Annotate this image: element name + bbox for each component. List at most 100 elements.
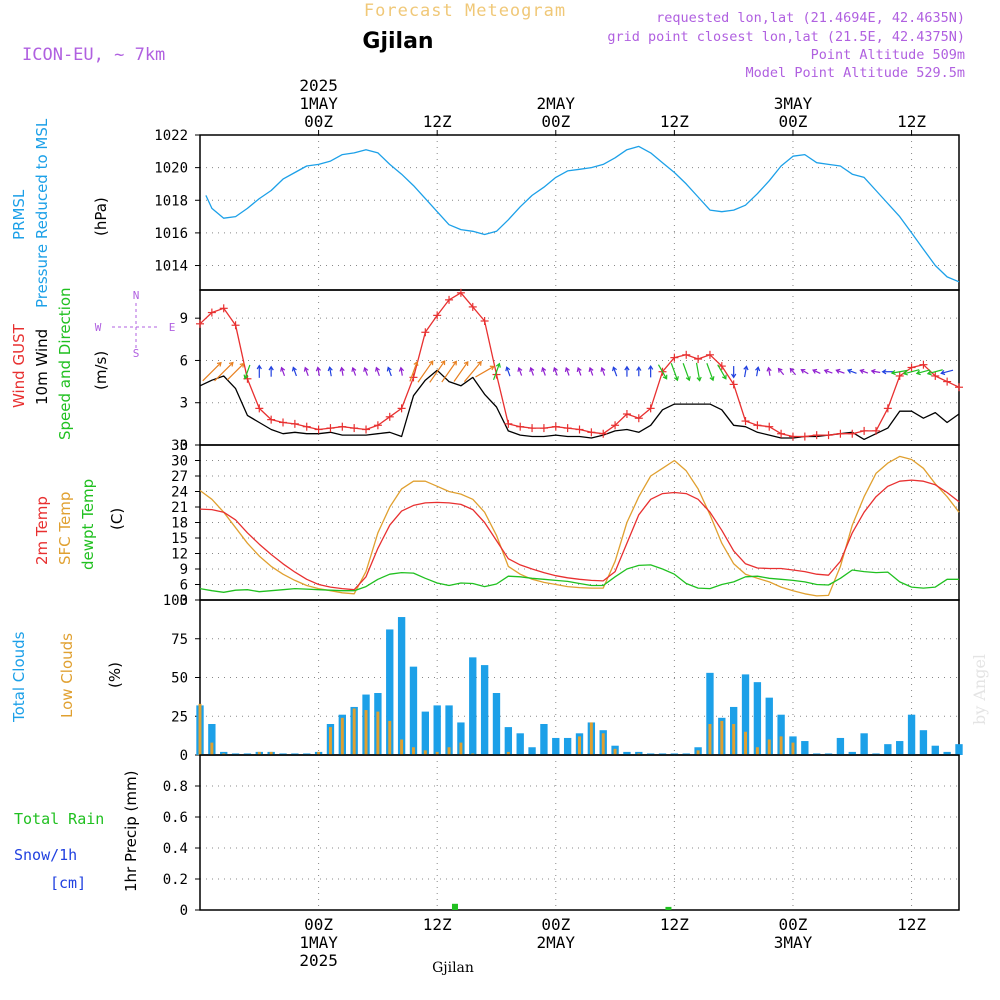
- temperature-ytick-label: 12: [171, 547, 188, 563]
- gust-marker: [741, 417, 750, 426]
- total-cloud-bar: [243, 753, 252, 755]
- requested-coords: requested lon,lat (21.4694E, 42.4635N): [656, 10, 965, 26]
- total-cloud-bar: [516, 733, 524, 755]
- total-cloud-bar: [801, 741, 809, 755]
- temperature-ytick-label: 21: [171, 500, 188, 516]
- wind-arrow-shaft: [400, 367, 403, 376]
- wind-arrow-shaft: [292, 367, 297, 377]
- snow-unit-label: [cm]: [50, 874, 86, 892]
- total-cloud-bar: [813, 753, 821, 755]
- wind-arrow-head: [552, 366, 558, 372]
- wind-arrow-head: [576, 366, 582, 373]
- wind-arrow-head: [636, 366, 642, 371]
- low-cloud-bar: [720, 720, 724, 755]
- wind-labels: Wind GUST 10m Wind Speed and Direction (…: [10, 287, 175, 440]
- wind-arrow-shaft: [429, 360, 446, 383]
- pressure-unit: (hPa): [92, 197, 110, 236]
- wind-arrow-shaft: [541, 367, 546, 376]
- total-cloud-bar: [753, 682, 762, 755]
- temperature-ytick-label: 24: [171, 485, 188, 501]
- wind-arrow-head: [823, 368, 829, 374]
- total-cloud-bar: [563, 737, 572, 755]
- gust-marker: [765, 422, 774, 431]
- total-cloud-bar: [848, 751, 856, 755]
- wind-arrow: [429, 360, 446, 383]
- wind-arrow-head: [398, 366, 405, 372]
- low-cloud-bar: [364, 710, 368, 755]
- wind-arrow: [552, 366, 558, 376]
- wind-arrow: [268, 365, 274, 377]
- gust-marker: [504, 419, 513, 428]
- gust-marker: [255, 404, 264, 413]
- low-cloud-bar: [269, 751, 273, 755]
- gust-marker: [611, 421, 620, 430]
- clouds-ytick-label: 100: [163, 593, 188, 609]
- wind-arrow: [475, 365, 495, 378]
- wind-arrow-shaft: [492, 363, 500, 380]
- gust-marker: [836, 429, 845, 438]
- low-cloud-bar: [423, 750, 427, 755]
- wind-arrow-shaft: [612, 367, 618, 377]
- gust-marker: [575, 425, 584, 434]
- total-cloud-bar: [836, 737, 845, 755]
- temp-labels: 2m Temp SFC Temp dewpt Temp (C): [33, 479, 126, 570]
- top-time-label: 1MAY: [299, 94, 338, 113]
- wind-arrow-head: [789, 367, 795, 373]
- wind-arrow-head: [812, 368, 818, 374]
- wind-arrow: [280, 366, 286, 376]
- wind-arrow-head: [452, 360, 457, 366]
- pressure-labels: PRMSL Pressure Reduced to MSL (hPa): [10, 118, 110, 308]
- rain-bar: [451, 903, 458, 910]
- wind-arrow-head: [846, 368, 853, 374]
- wind-arrow-head: [386, 366, 392, 372]
- pressure-desc-label: Pressure Reduced to MSL: [33, 118, 51, 308]
- wind-arrow-shaft: [317, 367, 320, 377]
- gust-marker: [907, 363, 916, 372]
- gust-marker: [943, 377, 952, 386]
- wind-arrow: [303, 366, 309, 376]
- wind-arrow-shaft: [506, 367, 511, 377]
- total-cloud-bar: [469, 657, 477, 755]
- wind-arrow-shaft: [778, 368, 785, 376]
- wind-arrow: [846, 368, 857, 374]
- gust-marker: [433, 311, 442, 320]
- gust-marker: [777, 429, 786, 438]
- wind-arrow: [202, 361, 222, 382]
- wind-arrow: [441, 360, 457, 383]
- top-time-label: 2MAY: [537, 94, 576, 113]
- wind-arrow-shaft: [657, 364, 668, 380]
- precip-labels: Total Rain Snow/1h [cm] 1hr Precip (mm): [14, 771, 140, 892]
- precip-frame: [199, 754, 960, 911]
- wind-arrow: [409, 360, 419, 382]
- wind-arrow: [881, 369, 894, 375]
- total-cloud-bar: [445, 705, 453, 755]
- wind-arrow-shaft: [941, 369, 954, 374]
- wind-ytick-label: 6: [180, 353, 188, 369]
- total-cloud-bar: [670, 753, 679, 755]
- wind-arrow-head: [890, 369, 896, 376]
- low-cloud-bar: [447, 747, 451, 755]
- wind-arrow-head: [239, 362, 245, 368]
- low-cloud-bar: [222, 753, 226, 755]
- wind-arrow: [657, 364, 668, 380]
- low-cloud-bar: [328, 727, 332, 755]
- temperature-ytick-label: 3: [180, 593, 188, 609]
- gust-marker: [824, 431, 833, 440]
- wind-arrow: [800, 368, 809, 375]
- top-time-label: 00Z: [304, 112, 333, 131]
- wind-arrow-head: [505, 366, 511, 372]
- wind-arrow-head: [859, 368, 865, 374]
- total-cloud-bar: [552, 737, 560, 755]
- wind-arrow: [695, 362, 702, 382]
- total-cloud-bar: [231, 753, 240, 755]
- gust-marker: [445, 295, 454, 304]
- temp-unit: (C): [108, 508, 126, 530]
- wind-arrow-head: [489, 365, 495, 371]
- gust-marker: [290, 419, 299, 428]
- wind-arrow-shaft: [214, 362, 234, 382]
- cloud-unit: (%): [106, 662, 124, 688]
- wind-arrow: [417, 360, 434, 383]
- top-time-label: 00Z: [541, 112, 570, 131]
- wind-arrow-shaft: [717, 364, 727, 380]
